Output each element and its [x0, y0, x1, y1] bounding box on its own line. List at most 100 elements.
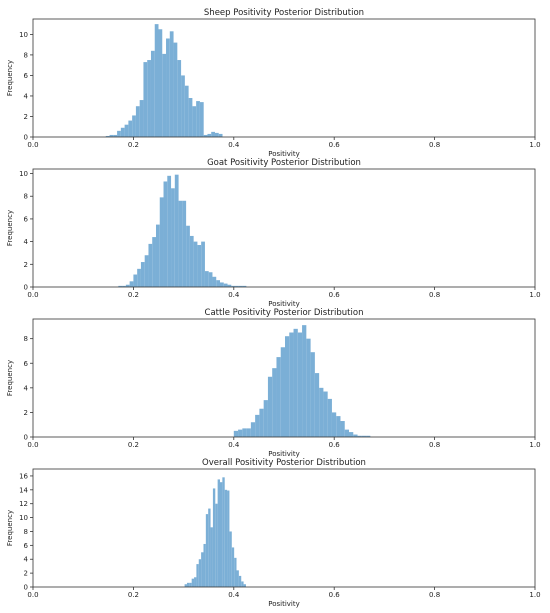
histogram-bar: [166, 38, 170, 137]
histogram-bar: [205, 514, 209, 587]
x-tick-label: 0.6: [329, 591, 341, 599]
histogram-bar: [227, 284, 232, 287]
subplot-3: Cattle Positivity Posterior Distribution…: [6, 308, 541, 458]
histogram-bar: [198, 559, 202, 587]
x-tick-label: 0.0: [27, 591, 38, 599]
histogram-bar: [238, 285, 243, 287]
y-tick-label: 4: [24, 238, 29, 246]
histogram-bar: [191, 578, 195, 587]
histogram-bar: [203, 134, 208, 137]
histogram-bar: [203, 543, 206, 587]
histogram-bar: [231, 285, 236, 287]
histogram-bar: [148, 243, 153, 287]
y-tick-label: 8: [24, 51, 28, 59]
histogram-bar: [122, 285, 126, 287]
y-tick-label: 2: [24, 570, 28, 578]
chart-title: Cattle Positivity Posterior Distribution: [205, 308, 364, 318]
histogram-bar: [250, 422, 256, 437]
histogram-bar: [137, 268, 141, 287]
x-tick-label: 0.2: [128, 441, 139, 449]
histogram-bar: [234, 557, 237, 587]
y-tick-label: 0: [24, 134, 28, 142]
histogram-bar: [331, 412, 337, 437]
histogram-bar: [196, 101, 200, 137]
histogram-bar: [129, 281, 134, 287]
x-tick-label: 0.0: [27, 141, 38, 149]
histogram-bar: [186, 582, 190, 587]
histogram-bar: [132, 115, 136, 137]
chart-title: Sheep Positivity Posterior Distribution: [204, 8, 364, 18]
y-tick-label: 12: [19, 500, 28, 508]
x-tick-label: 0.2: [128, 141, 139, 149]
histogram-bar: [189, 235, 194, 287]
histogram-bar: [233, 430, 239, 437]
histogram-bar: [280, 347, 286, 437]
x-tick-label: 0.8: [429, 591, 440, 599]
y-tick-label: 6: [24, 360, 29, 368]
histogram-bar: [109, 134, 114, 137]
histogram-bar: [222, 477, 225, 587]
x-tick-label: 0.0: [27, 441, 38, 449]
y-axis-label: Frequency: [6, 510, 14, 546]
y-tick-label: 6: [24, 215, 29, 223]
y-axis-label: Frequency: [6, 210, 14, 246]
histogram-bar: [217, 479, 220, 587]
histogram-bar: [276, 357, 281, 437]
x-tick-label: 1.0: [529, 141, 540, 149]
histogram-bar: [215, 503, 218, 587]
histogram-bar: [199, 102, 204, 137]
histogram-bar: [323, 391, 328, 437]
histogram-bar: [272, 368, 277, 437]
histogram-bar: [147, 60, 151, 137]
histogram-bar: [135, 106, 140, 137]
histogram-bar: [349, 432, 354, 437]
y-tick-label: 10: [19, 31, 28, 39]
y-tick-label: 2: [24, 113, 28, 121]
histogram-bar: [169, 31, 174, 138]
histogram-bar: [173, 42, 178, 137]
histogram-bar: [184, 584, 187, 587]
histogram-bar: [212, 276, 217, 287]
y-tick-label: 4: [24, 556, 29, 564]
y-tick-label: 0: [24, 434, 28, 442]
x-tick-label: 0.4: [228, 291, 240, 299]
histogram-bar: [125, 284, 130, 287]
subplot-2: Goat Positivity Posterior Distribution 0.…: [6, 158, 541, 308]
y-tick-label: 10: [19, 514, 28, 522]
axes-frame: [32, 318, 536, 438]
x-tick-label: 0.8: [429, 291, 440, 299]
histogram-bar: [204, 271, 209, 287]
histogram-bar: [113, 134, 118, 137]
x-tick-label: 0.6: [329, 441, 341, 449]
axes-frame: [32, 18, 536, 138]
histogram-bar: [159, 197, 164, 287]
histogram-bar: [267, 376, 273, 437]
x-tick-label: 1.0: [529, 591, 540, 599]
x-tick-label: 0.6: [329, 141, 341, 149]
histogram-bar: [158, 29, 163, 137]
subplot-1: Sheep Positivity Posterior Distribution 0…: [6, 8, 541, 158]
histogram-bar: [246, 428, 251, 437]
chart-title: Goat Positivity Posterior Distribution: [207, 158, 361, 168]
histogram-bar: [238, 429, 243, 437]
histogram-bar: [207, 133, 212, 137]
y-tick-label: 10: [19, 170, 28, 178]
histogram-bar: [227, 490, 230, 587]
x-axis-label: Positivity: [268, 300, 300, 308]
histogram-bar: [242, 428, 247, 437]
histogram-bar: [105, 135, 110, 137]
y-tick-label: 6: [24, 72, 29, 80]
histogram-bar: [117, 130, 121, 137]
histogram-bar: [139, 100, 144, 137]
histogram-bar: [150, 50, 155, 137]
histogram-bar: [162, 53, 167, 137]
histogram-bar: [224, 489, 228, 587]
histogram-bar: [238, 575, 242, 587]
histogram-bar: [216, 280, 220, 287]
histogram-bar: [192, 106, 197, 137]
histogram-bar: [208, 272, 213, 287]
x-tick-label: 0.0: [27, 291, 38, 299]
histogram-bar: [167, 175, 172, 287]
y-tick-label: 8: [24, 528, 28, 536]
